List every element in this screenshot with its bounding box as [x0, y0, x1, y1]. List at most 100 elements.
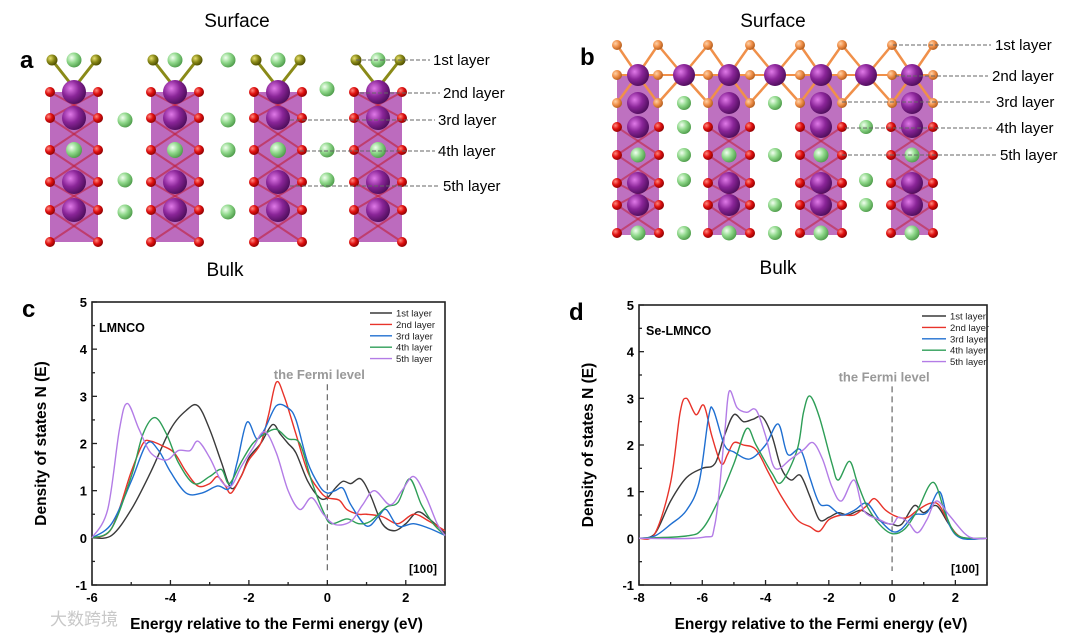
legend-label: 4th layer [950, 346, 986, 357]
oxygen-atom [837, 228, 847, 238]
bond [616, 154, 660, 184]
oxygen-atom [349, 87, 359, 97]
mn-atom [901, 116, 923, 138]
mn-atom [366, 170, 390, 194]
bond [150, 117, 200, 151]
bond [49, 181, 99, 211]
legend-label: 5th layer [396, 354, 432, 365]
layer-label: 1st layer [995, 37, 1052, 54]
oxygen-atom [612, 200, 622, 210]
panel-letter-d: d [569, 299, 584, 326]
bond [253, 181, 303, 211]
series-line-2 [91, 380, 446, 539]
bond [353, 209, 403, 243]
oxygen-atom [837, 200, 847, 210]
li-atom [859, 173, 873, 187]
oxygen-atom [146, 145, 156, 155]
series-line-5 [638, 389, 988, 540]
oxygen-atom [795, 150, 805, 160]
oxygen-atom [93, 113, 103, 123]
mn-atom [718, 64, 740, 86]
selenium-atom [795, 70, 805, 80]
mn-atom [810, 116, 832, 138]
mn-atom [366, 106, 390, 130]
li-atom [904, 225, 920, 241]
li-atom [220, 142, 236, 158]
oxygen-atom [297, 87, 307, 97]
y-axis-label: Density of states N (E) [580, 363, 597, 528]
selenium-atom [837, 40, 847, 50]
oxygen-atom [397, 237, 407, 247]
y-tick-label: 4 [627, 345, 635, 360]
li-atom [768, 148, 782, 162]
selenium-atom [703, 40, 713, 50]
oxygen-atom [93, 177, 103, 187]
oxygen-atom [928, 228, 938, 238]
oxygen-atom [349, 113, 359, 123]
bond [707, 154, 751, 184]
oxygen-atom [249, 177, 259, 187]
legend-label: 3rd layer [396, 331, 433, 342]
mn-atom [810, 92, 832, 114]
oxygen-atom [654, 122, 664, 132]
mn-atom [62, 106, 86, 130]
y-tick-label: 0 [627, 531, 634, 546]
li-atom [220, 112, 236, 128]
oxygen-atom [837, 122, 847, 132]
mn-atom [810, 172, 832, 194]
selenium-atom [745, 40, 755, 50]
oxygen-atom [928, 200, 938, 210]
fermi-level-annotation: the Fermi level [274, 367, 365, 382]
series-line-4 [91, 416, 446, 539]
oxygen-atom [795, 200, 805, 210]
mn-atom [718, 116, 740, 138]
selenium-atom [612, 98, 622, 108]
oxygen-atom [654, 150, 664, 160]
bond [253, 209, 303, 243]
oxygen-atom [45, 145, 55, 155]
x-tick-label: -6 [86, 590, 98, 605]
legend-label: 2nd layer [950, 323, 989, 334]
y-tick-label: 5 [627, 298, 634, 313]
oxygen-atom [249, 205, 259, 215]
bond [49, 117, 99, 151]
x-tick-label: -2 [823, 590, 835, 605]
oxygen-atom [146, 113, 156, 123]
series-line-4 [638, 395, 988, 540]
li-atom [677, 148, 691, 162]
crystal-structure-se-lmnco [612, 40, 938, 241]
mn-atom [163, 170, 187, 194]
oxygen-atom [45, 205, 55, 215]
oxygen-atom [194, 237, 204, 247]
oxygen-atom [93, 237, 103, 247]
y-tick-label: 0 [80, 531, 87, 546]
bond [49, 209, 99, 243]
oxygen-atom [45, 177, 55, 187]
oxygen-atom [928, 122, 938, 132]
selenium-atom [653, 70, 663, 80]
li-atom [813, 147, 829, 163]
oxygen-atom [654, 228, 664, 238]
surface-atom [90, 54, 102, 66]
panel-letter-c: c [22, 296, 35, 323]
li-atom [370, 142, 386, 158]
oxygen-atom [886, 228, 896, 238]
li-atom [270, 52, 286, 68]
selenium-atom [837, 98, 847, 108]
bond [353, 149, 403, 183]
selenium-atom [928, 70, 938, 80]
selenium-atom [795, 40, 805, 50]
li-atom [117, 172, 133, 188]
series-line-3 [638, 406, 988, 541]
surface-atom [147, 54, 159, 66]
direction-label: [100] [951, 562, 979, 576]
mn-atom [764, 64, 786, 86]
surface-atom [46, 54, 58, 66]
li-atom [721, 147, 737, 163]
li-atom [66, 142, 82, 158]
li-atom [677, 120, 691, 134]
y-tick-label: 2 [80, 437, 87, 452]
bond [253, 91, 303, 119]
series-line-3 [91, 403, 446, 539]
oxygen-atom [93, 87, 103, 97]
